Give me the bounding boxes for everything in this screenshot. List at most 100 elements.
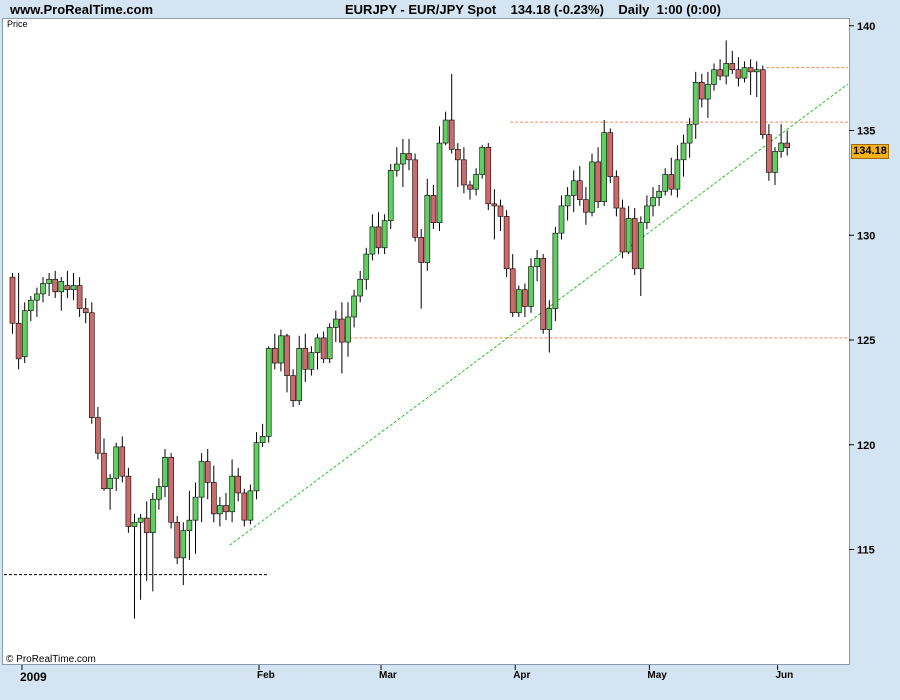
candle-body: [76, 285, 83, 309]
candle-body: [302, 348, 309, 370]
candle-body: [595, 161, 601, 203]
candle-body: [357, 278, 364, 297]
candle-body: [491, 203, 498, 207]
candle-body: [759, 69, 766, 135]
x-tick-label: 2009: [20, 670, 47, 684]
y-tick-label: 115: [857, 545, 875, 557]
candle-body: [363, 253, 370, 280]
candle-body: [235, 475, 241, 494]
candle-body: [674, 159, 681, 190]
candle-body: [314, 337, 321, 353]
candle-body: [345, 316, 351, 343]
candle-body: [656, 190, 662, 198]
candle-body: [143, 517, 150, 534]
candle-body: [509, 268, 516, 314]
candle-body: [692, 82, 699, 125]
candle-body: [101, 452, 107, 490]
candle-body: [64, 285, 71, 291]
candle-body: [70, 285, 77, 291]
site-url[interactable]: www.ProRealTime.com: [10, 2, 154, 17]
candle-body: [564, 195, 571, 207]
candle-body: [58, 281, 65, 293]
candle-body: [430, 195, 437, 223]
candle-body: [467, 184, 473, 190]
candle-body: [192, 496, 199, 521]
candle-body: [540, 257, 547, 330]
candle-body: [156, 486, 162, 500]
plot-area[interactable]: [2, 18, 850, 665]
candle-body: [546, 308, 553, 330]
candle-body: [9, 276, 16, 324]
candle-body: [741, 67, 748, 79]
candle-body: [436, 142, 443, 223]
candle-body: [717, 69, 723, 77]
last-price-badge: 134.18: [851, 144, 889, 159]
candle-body: [290, 375, 296, 402]
candle-body: [461, 159, 467, 186]
candle-body: [583, 199, 589, 213]
candle-body: [515, 289, 522, 314]
x-tick-label: May: [647, 670, 667, 681]
candle-body: [412, 159, 418, 238]
candle-body: [576, 180, 583, 200]
candle-body: [113, 446, 119, 479]
candle-body: [339, 318, 345, 343]
candle-body: [34, 293, 40, 301]
candle-body: [351, 295, 357, 318]
candle-body: [27, 299, 34, 311]
candle-body: [217, 505, 223, 515]
candle-body: [400, 153, 406, 165]
candle-body: [40, 283, 46, 295]
candle-body: [406, 153, 412, 161]
candle-body: [497, 205, 504, 217]
header-bar: www.ProRealTime.com EURJPY - EUR/JPY Spo…: [0, 0, 900, 18]
candle-body: [766, 134, 772, 173]
candle-body: [747, 67, 754, 73]
x-tick-label: Mar: [379, 670, 397, 681]
candle-body: [711, 69, 717, 85]
candle-body: [607, 132, 614, 177]
candle-body: [473, 174, 479, 190]
trendline: [229, 83, 849, 546]
candle-body: [186, 519, 193, 531]
y-tick-label: 125: [857, 335, 875, 347]
candle-body: [772, 151, 778, 173]
candle-body: [265, 348, 272, 437]
candle-body: [418, 237, 425, 263]
candle-body: [180, 530, 187, 559]
candle-body: [107, 477, 113, 490]
x-tick-label: Jun: [776, 670, 794, 681]
candle-body: [204, 461, 211, 483]
candle-body: [375, 226, 382, 249]
candle-body: [424, 195, 431, 263]
candle-body: [589, 161, 595, 213]
candle-body: [680, 142, 687, 161]
candle-body: [528, 266, 534, 307]
candle-body: [137, 517, 144, 523]
candle-body: [558, 205, 565, 234]
candle-body: [784, 142, 791, 148]
candle-body: [393, 163, 400, 171]
candle-body: [271, 348, 278, 364]
candle-body: [613, 176, 620, 209]
candle-body: [278, 335, 284, 364]
candle-body: [168, 457, 174, 523]
candle-body: [308, 352, 315, 370]
candle-body: [211, 482, 217, 515]
candle-body: [369, 226, 376, 255]
candle-body: [570, 180, 577, 196]
candle-body: [485, 146, 492, 205]
candle-body: [686, 123, 693, 144]
candle-body: [259, 436, 266, 443]
candle-body: [125, 475, 132, 527]
candle-body: [247, 490, 254, 521]
x-tick-label: Apr: [513, 670, 530, 681]
candle-body: [778, 142, 784, 152]
candle-body: [735, 69, 742, 79]
candle-body: [668, 174, 675, 190]
candle-body: [644, 205, 650, 223]
candle-body: [479, 146, 486, 175]
candle-body: [387, 170, 394, 221]
price-panel-label: Price: [7, 19, 28, 29]
